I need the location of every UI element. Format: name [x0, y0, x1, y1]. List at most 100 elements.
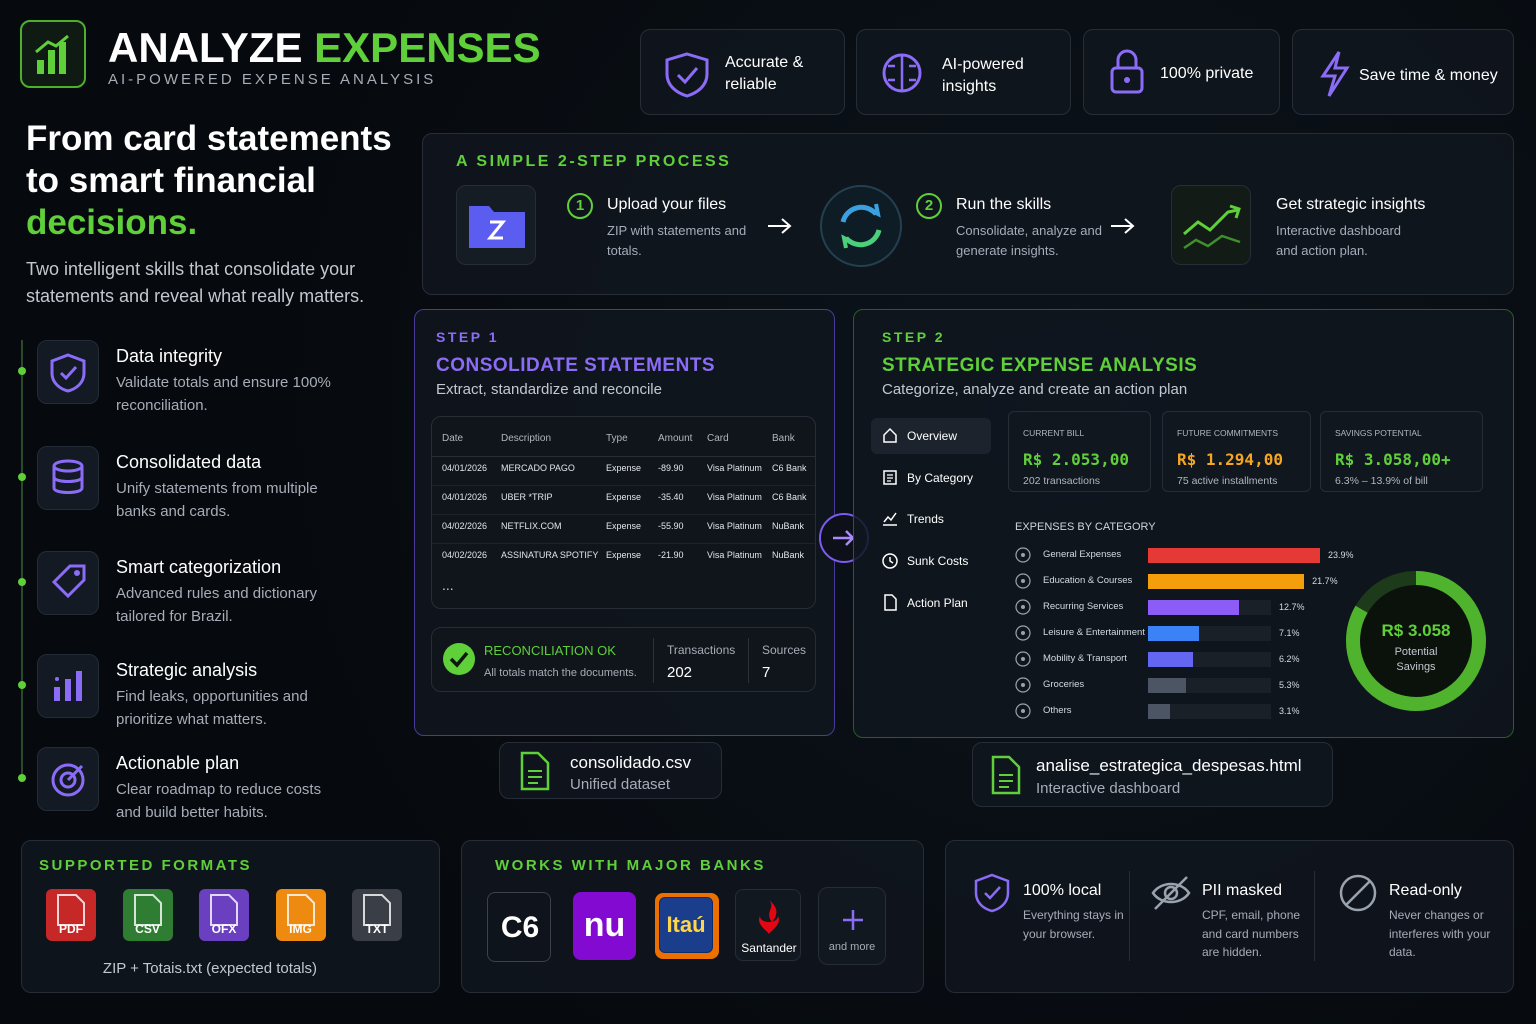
chart-icon: [1171, 185, 1251, 265]
privacy-description: CPF, email, phone and card numbers are h…: [1202, 908, 1301, 959]
bank-logo: [759, 900, 779, 934]
timeline: [21, 340, 23, 780]
bank-tile: Santander: [735, 889, 801, 961]
stat-value: 202: [667, 664, 693, 681]
folder-graphic: [469, 206, 525, 248]
reconciliation: RECONCILIATION OK All totals match the d…: [431, 627, 816, 692]
category-label: Education & Courses: [1043, 575, 1133, 586]
bank-name: Itaú: [659, 897, 713, 953]
feature-description: Advanced rules and dictionary tailored f…: [116, 585, 317, 625]
bar-track: [1148, 704, 1271, 719]
bar: [1148, 548, 1320, 563]
bank-name: C6: [500, 911, 540, 944]
bar-label: 23.9%: [1328, 550, 1354, 560]
format-icon: TXT: [352, 889, 402, 941]
privacy-title: 100% local: [1023, 882, 1102, 899]
bank-tile: C6: [487, 892, 551, 962]
badge-text: 100% private: [1160, 65, 1254, 82]
formats-panel: SUPPORTED FORMATS ZIP + Totais.txt (expe…: [21, 840, 440, 993]
row-divider: [432, 543, 815, 544]
feature-icon: [37, 340, 99, 404]
bar: [1148, 678, 1187, 693]
table-cell: Visa Platinum: [707, 463, 762, 473]
bar-label: 5.3%: [1279, 680, 1300, 690]
recon-status: RECONCILIATION OK: [484, 643, 616, 658]
table-cell: 04/01/2026: [442, 463, 488, 473]
bar: [1148, 652, 1193, 667]
format-icon: IMG: [275, 889, 326, 941]
nav-icon: [884, 594, 897, 611]
kpi-label: FUTURE COMMITMENTS: [1177, 428, 1279, 438]
feature-icon: [37, 747, 99, 811]
column-header: Type: [606, 433, 628, 444]
step-subtitle: Categorize, analyze and create an action…: [882, 381, 1188, 398]
kpi-label: SAVINGS POTENTIAL: [1335, 428, 1422, 438]
category-label: Others: [1043, 705, 1072, 716]
format-label: IMG: [289, 922, 312, 936]
recon-note: All totals match the documents.: [484, 667, 637, 679]
bank-name: nu: [583, 906, 626, 944]
check-icon: [443, 643, 475, 675]
kpi-note: 75 active installments: [1177, 475, 1278, 487]
bar: [1148, 574, 1305, 589]
timeline-dot: [18, 774, 26, 782]
table-cell: NuBank: [772, 521, 805, 531]
nav-icon: [883, 469, 897, 485]
nav-item: Trends: [907, 512, 944, 527]
banks-panel: WORKS WITH MAJOR BANKS and more C6 nu Itaú…: [461, 840, 924, 993]
output-description: Interactive dashboard: [1036, 780, 1181, 797]
chart-graphic: [1183, 204, 1241, 250]
table-cell: 04/02/2026: [442, 550, 488, 560]
header-divider: [432, 456, 815, 457]
privacy-icon: [974, 873, 1010, 913]
category-label: Leisure & Entertainment: [1043, 627, 1145, 638]
nav-icon: [883, 427, 897, 443]
bar-label: 21.7%: [1312, 576, 1338, 586]
format-icon: PDF: [46, 889, 96, 941]
feature-description: Validate totals and ensure 100% reconcil…: [116, 374, 331, 414]
banks-title: WORKS WITH MAJOR BANKS: [495, 857, 766, 874]
step-description: ZIP with statements and totals.: [607, 223, 747, 258]
badge-icon: [1320, 51, 1350, 97]
table-cell: -89.90: [658, 463, 684, 473]
step-description: Interactive dashboard and action plan.: [1276, 223, 1402, 258]
output-name: consolidado.csv: [570, 753, 691, 772]
step-title: CONSOLIDATE STATEMENTS: [436, 355, 716, 376]
bar-label: 6.2%: [1279, 654, 1300, 664]
category-icon: [1015, 651, 1031, 667]
folder-icon: [456, 185, 536, 265]
divider: [653, 638, 654, 683]
bank-tile: Itaú: [655, 893, 719, 959]
format-graphic: [286, 894, 315, 926]
kpi-value: R$ 3.058,00+: [1335, 450, 1451, 469]
category-label: Groceries: [1043, 679, 1085, 690]
bar-label: 12.7%: [1279, 602, 1305, 612]
nav-item: By Category: [907, 470, 974, 485]
category-label: Mobility & Transport: [1043, 653, 1127, 664]
kpi-value: R$ 1.294,00: [1177, 450, 1283, 469]
badge: Save time & money: [1292, 29, 1514, 115]
savings-label: Potential Savings: [1394, 646, 1438, 673]
format-label: CSV: [135, 922, 160, 936]
bar: [1148, 626, 1200, 641]
step-description: Consolidate, analyze and generate insigh…: [956, 223, 1102, 258]
kpi-card: FUTURE COMMITMENTS R$ 1.294,00 75 active i…: [1162, 411, 1311, 492]
savings-donut: [1346, 571, 1486, 711]
logo-icon: [35, 34, 69, 74]
feature-title: Strategic analysis: [116, 660, 258, 680]
output-file: analise_estrategica_despesas.html Intera…: [972, 742, 1333, 807]
step-title: Get strategic insights: [1276, 196, 1426, 213]
nav-active: [871, 418, 991, 454]
timeline-dot: [18, 681, 26, 689]
format-label: OFX: [211, 922, 237, 936]
more-label: and more: [828, 941, 876, 953]
stat-label: Transactions: [667, 643, 736, 657]
feature-graphic: [52, 459, 84, 494]
privacy-icon: [1339, 874, 1377, 912]
bank-name: Santander: [741, 941, 797, 955]
column-header: Description: [501, 433, 552, 444]
output-file: consolidado.csv Unified dataset: [499, 742, 722, 799]
privacy-description: Everything stays in your browser.: [1023, 908, 1124, 941]
nav-item: Overview: [907, 429, 958, 443]
